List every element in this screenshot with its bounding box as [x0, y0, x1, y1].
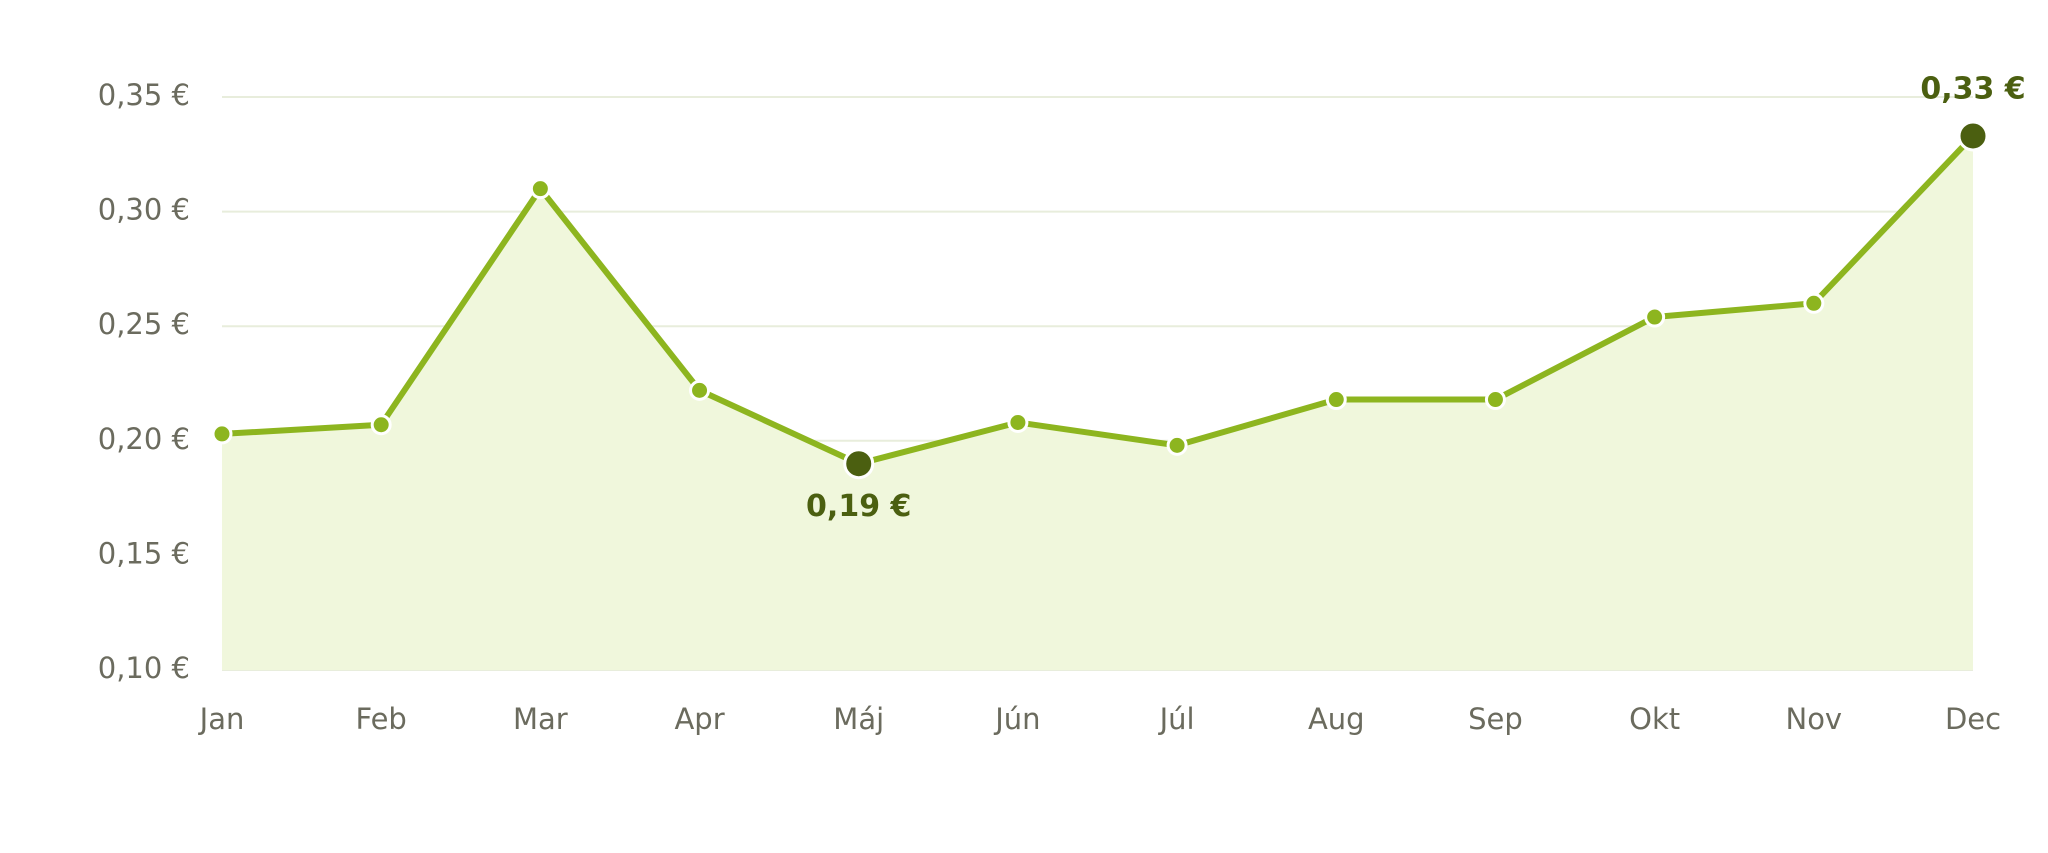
- point: [1166, 434, 1188, 456]
- y-tick-label: 0,10 €: [98, 651, 190, 685]
- y-tick-label: 0,30 €: [98, 193, 190, 227]
- point: [1325, 389, 1347, 411]
- point: [529, 178, 551, 200]
- x-tick-label: Jún: [993, 702, 1040, 736]
- y-tick-label: 0,35 €: [98, 78, 190, 112]
- highlight-point: [843, 448, 875, 480]
- x-tick-label: Júl: [1158, 702, 1195, 736]
- x-tick-label: Okt: [1629, 702, 1680, 736]
- point: [1484, 389, 1506, 411]
- point: [689, 379, 711, 401]
- x-tick-label: Nov: [1786, 702, 1843, 736]
- point: [211, 423, 233, 445]
- x-tick-label: Máj: [833, 702, 884, 736]
- value-label: 0,19 €: [806, 489, 911, 524]
- y-tick-label: 0,15 €: [98, 536, 190, 570]
- x-tick-label: Dec: [1945, 702, 2001, 736]
- x-tick-label: Feb: [356, 702, 407, 736]
- point: [1803, 292, 1825, 314]
- x-tick-label: Sep: [1468, 702, 1523, 736]
- y-tick-label: 0,25 €: [98, 307, 190, 341]
- x-tick-label: Mar: [513, 702, 568, 736]
- line: [221, 133, 1976, 467]
- area: [222, 135, 1973, 671]
- y-tick-label: 0,20 €: [98, 422, 190, 456]
- point: [1644, 306, 1666, 328]
- x-tick-label: Jan: [198, 702, 245, 736]
- point: [370, 414, 392, 436]
- point: [1007, 411, 1029, 433]
- x-tick-label: Apr: [674, 702, 724, 736]
- highlight-point: [1957, 120, 1989, 152]
- value-label: 0,33 €: [1920, 71, 2025, 106]
- x-tick-label: Aug: [1308, 702, 1365, 736]
